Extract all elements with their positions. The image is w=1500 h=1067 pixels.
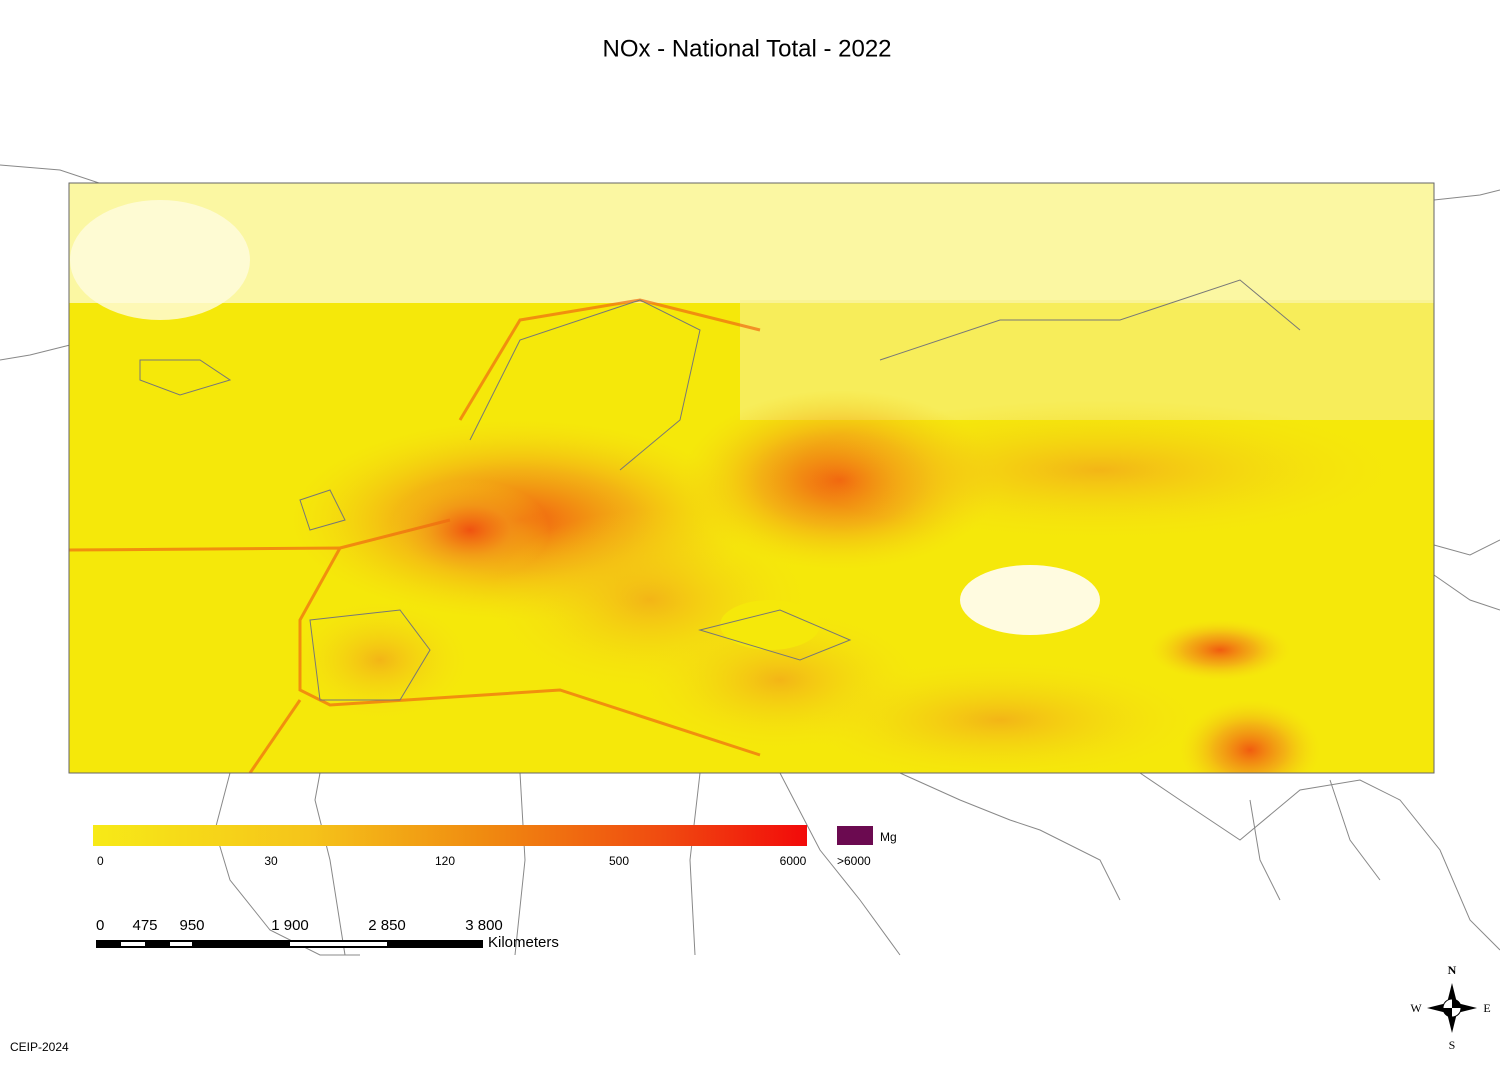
compass: N S E W <box>1410 963 1490 1052</box>
scale-label: 0 <box>96 917 104 934</box>
scale-label: 950 <box>179 917 204 934</box>
compass-east: E <box>1483 1001 1490 1015</box>
legend-overflow-swatch <box>837 826 873 845</box>
compass-south: S <box>1449 1038 1456 1052</box>
map-title: NOx - National Total - 2022 <box>602 35 891 62</box>
credit: CEIP-2024 <box>10 1040 69 1054</box>
legend-ticks: 0 30 120 500 6000 <box>97 854 807 868</box>
scale-label: 2 850 <box>368 917 406 934</box>
scale-labels: 0 475 950 1 900 2 850 3 800 <box>96 917 503 934</box>
scale-bar <box>96 940 483 948</box>
legend-colorbar <box>93 825 807 846</box>
compass-north: N <box>1448 963 1457 977</box>
emission-surface <box>69 183 1434 773</box>
scale-label: 3 800 <box>465 917 503 934</box>
legend-tick-label: 120 <box>435 854 455 868</box>
legend-tick-label: 500 <box>609 854 629 868</box>
scale-label: 475 <box>132 917 157 934</box>
legend-tick-label: 6000 <box>780 854 807 868</box>
legend-overflow-label: >6000 <box>837 854 871 868</box>
legend-tick-label: 30 <box>264 854 278 868</box>
compass-west: W <box>1410 1001 1422 1015</box>
scale-label: 1 900 <box>271 917 309 934</box>
scale-unit: Kilometers <box>488 934 559 951</box>
legend-tick-label: 0 <box>97 854 104 868</box>
map-frame <box>68 182 1435 774</box>
legend-unit: Mg <box>880 830 897 844</box>
